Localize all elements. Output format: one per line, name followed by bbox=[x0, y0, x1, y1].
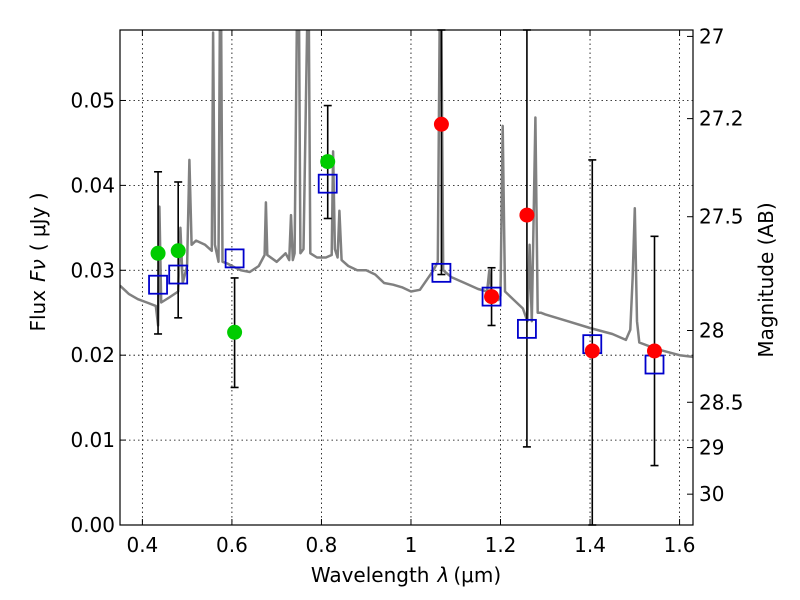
red-data-point bbox=[484, 289, 500, 305]
right-tick-label: 29 bbox=[699, 436, 724, 460]
y-axis-label-unit: ( μJy ) bbox=[26, 192, 50, 251]
x-tick-label: 0.6 bbox=[216, 533, 248, 557]
x-tick-label: 0.4 bbox=[126, 533, 158, 557]
plot-area bbox=[120, 30, 693, 525]
errorbar-layer bbox=[154, 29, 659, 526]
red-data-point bbox=[433, 116, 449, 132]
y-axis-label-symbol: Fν bbox=[26, 259, 50, 282]
right-tick-label: 28 bbox=[699, 318, 724, 342]
red-data-point bbox=[519, 207, 535, 223]
y-axis-label-text: Flux bbox=[26, 290, 50, 332]
spectrum-layer bbox=[120, 30, 693, 359]
y-tick-label: 0.01 bbox=[70, 428, 115, 452]
x-axis-label-text: Wavelength bbox=[311, 563, 430, 587]
x-tick-label: 1.6 bbox=[664, 533, 696, 557]
green-data-point bbox=[320, 154, 336, 170]
right-tick-label: 27.2 bbox=[699, 107, 744, 131]
model-photometry-square bbox=[517, 318, 537, 339]
right-tick-label: 27.5 bbox=[699, 205, 744, 229]
y-tick-label: 0.04 bbox=[70, 173, 115, 197]
x-tick-label: 1.2 bbox=[485, 533, 517, 557]
model-photometry-square bbox=[148, 274, 168, 295]
right-tick-label: 30 bbox=[699, 482, 724, 506]
green-data-point bbox=[170, 243, 186, 259]
y-tick-label: 0.05 bbox=[70, 88, 115, 112]
red-data-point bbox=[647, 343, 663, 359]
x-axis-label-unit: (μm) bbox=[453, 563, 501, 587]
plot-frame bbox=[119, 29, 694, 526]
x-tick-label: 1 bbox=[405, 533, 418, 557]
y-axis-label: Flux Fν ( μJy ) bbox=[26, 192, 50, 331]
y-tick-label: 0.02 bbox=[70, 343, 115, 367]
x-tick-label: 0.8 bbox=[306, 533, 338, 557]
right-tick-label: 27 bbox=[699, 24, 724, 48]
y-tick-label: 0.00 bbox=[70, 513, 115, 537]
y-tick-label: 0.03 bbox=[70, 258, 115, 282]
model-photometry-square bbox=[481, 286, 502, 307]
x-axis-label-symbol: λ bbox=[437, 563, 450, 587]
green-data-point bbox=[227, 324, 243, 340]
green-data-point bbox=[150, 245, 166, 261]
model-photometry-square bbox=[317, 173, 338, 194]
model-photometry-square bbox=[224, 248, 245, 269]
tick-layer: 0.4 0.6 0.8 1 1.2 1.4 1.6 0.00 0.01 0.02 0.03 0.04 0… bbox=[70, 24, 743, 557]
model-photometry-square bbox=[168, 264, 189, 285]
x-axis-label: Wavelength λ (μm) bbox=[311, 563, 501, 587]
model-photometry-square bbox=[431, 262, 452, 283]
right-axis-label: Magnitude (AB) bbox=[754, 202, 778, 357]
red-data-point bbox=[584, 343, 600, 359]
right-tick-label: 28.5 bbox=[699, 390, 744, 414]
marker-layer bbox=[148, 116, 665, 375]
model-spectrum-line bbox=[120, 30, 693, 359]
x-tick-label: 1.4 bbox=[574, 533, 606, 557]
